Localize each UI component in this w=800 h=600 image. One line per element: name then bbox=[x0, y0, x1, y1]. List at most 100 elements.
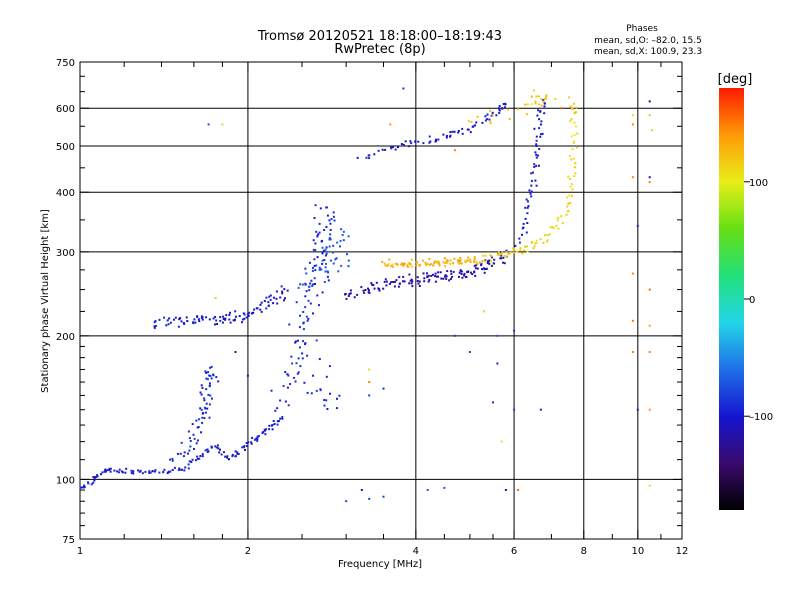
echo-point bbox=[534, 100, 537, 103]
echo-point bbox=[229, 321, 232, 324]
echo-point bbox=[259, 308, 262, 311]
y-tick-label: 600 bbox=[56, 104, 75, 115]
echo-point bbox=[437, 271, 440, 274]
echo-point bbox=[312, 267, 314, 269]
echo-point bbox=[483, 268, 486, 271]
echo-point bbox=[514, 244, 517, 247]
echo-point bbox=[329, 229, 332, 231]
echo-point bbox=[217, 380, 220, 383]
echo-point bbox=[247, 441, 250, 444]
echo-point bbox=[270, 389, 273, 392]
echo-point bbox=[321, 259, 324, 262]
echo-point bbox=[312, 248, 315, 251]
echo-point bbox=[203, 399, 206, 402]
echo-point bbox=[512, 248, 515, 251]
echo-point bbox=[525, 231, 528, 234]
echo-point bbox=[505, 249, 508, 252]
echo-point bbox=[535, 242, 538, 245]
echo-point bbox=[512, 247, 515, 250]
x-tick-label: 1 bbox=[77, 546, 83, 557]
echo-point bbox=[573, 121, 576, 124]
echo-point bbox=[371, 283, 374, 286]
echo-point bbox=[167, 471, 170, 474]
echo-point bbox=[428, 141, 431, 144]
echo-point bbox=[385, 280, 388, 283]
echo-point bbox=[325, 262, 327, 265]
echo-point bbox=[328, 219, 331, 222]
colorbar-tick-label: –100 bbox=[749, 412, 773, 423]
echo-point bbox=[309, 302, 312, 305]
echo-point bbox=[304, 283, 307, 286]
echo-point bbox=[442, 261, 445, 264]
echo-point bbox=[79, 486, 82, 489]
echo-point bbox=[525, 245, 528, 248]
echo-point bbox=[312, 312, 314, 315]
echo-point bbox=[408, 282, 411, 285]
echo-point bbox=[363, 291, 366, 294]
echo-point bbox=[306, 391, 309, 394]
echo-point bbox=[402, 87, 405, 90]
echo-point bbox=[505, 251, 508, 253]
echo-point bbox=[346, 253, 348, 256]
echo-point bbox=[427, 280, 430, 283]
echo-point bbox=[267, 304, 270, 307]
echo-point bbox=[259, 303, 262, 306]
echo-point bbox=[256, 438, 259, 441]
echo-point bbox=[306, 354, 309, 357]
echo-point bbox=[243, 313, 246, 316]
echo-point bbox=[483, 271, 486, 274]
echo-point bbox=[554, 98, 557, 101]
echo-point bbox=[575, 125, 577, 128]
echo-point bbox=[513, 408, 516, 411]
echo-point bbox=[403, 262, 406, 265]
echo-point bbox=[544, 234, 547, 237]
echo-point bbox=[484, 268, 487, 270]
echo-point bbox=[368, 289, 370, 292]
echo-point bbox=[648, 100, 651, 103]
echo-point bbox=[524, 217, 527, 220]
y-tick-label: 75 bbox=[62, 535, 75, 546]
echo-point bbox=[173, 466, 176, 469]
echo-point bbox=[262, 431, 265, 433]
echo-point bbox=[207, 450, 210, 453]
echo-point bbox=[467, 120, 470, 123]
echo-point bbox=[218, 451, 221, 454]
echo-point bbox=[335, 257, 338, 260]
echo-point bbox=[336, 397, 338, 400]
echo-point bbox=[207, 123, 210, 126]
echo-point bbox=[321, 262, 324, 265]
echo-point bbox=[411, 280, 414, 283]
echo-point bbox=[530, 184, 533, 187]
echo-point bbox=[208, 374, 211, 377]
echo-point bbox=[340, 228, 343, 231]
echo-point bbox=[648, 484, 651, 487]
echo-point bbox=[496, 253, 499, 256]
echo-point bbox=[404, 140, 407, 143]
echo-point bbox=[389, 123, 392, 126]
echo-point bbox=[481, 260, 484, 263]
echo-point bbox=[453, 334, 456, 337]
echo-point bbox=[450, 270, 452, 273]
echo-point bbox=[287, 404, 290, 407]
echo-point bbox=[545, 96, 548, 99]
echo-point bbox=[394, 262, 397, 265]
echo-point bbox=[215, 319, 218, 322]
echo-point bbox=[527, 205, 530, 208]
echo-point bbox=[284, 400, 287, 403]
echo-point bbox=[269, 298, 272, 301]
echo-point bbox=[384, 264, 387, 267]
echo-point bbox=[458, 271, 461, 274]
echo-point bbox=[299, 365, 302, 368]
echo-point bbox=[464, 260, 467, 263]
echo-point bbox=[212, 373, 215, 376]
echo-point bbox=[533, 127, 536, 130]
chart-title: Tromsø 20120521 18:18:00–18:19:43 bbox=[257, 29, 502, 44]
echo-point bbox=[139, 469, 142, 472]
echo-point bbox=[334, 258, 337, 261]
echo-point bbox=[529, 192, 532, 195]
echo-point bbox=[459, 270, 462, 273]
echo-point bbox=[422, 272, 425, 275]
echo-point bbox=[382, 387, 385, 390]
echo-point bbox=[222, 315, 225, 318]
echo-point bbox=[314, 242, 317, 245]
